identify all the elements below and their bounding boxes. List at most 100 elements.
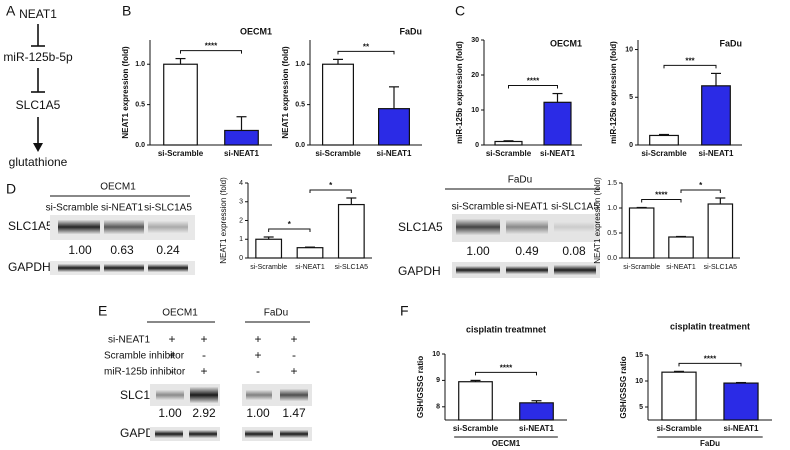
- band: [554, 222, 594, 232]
- blot-fadu: FaDu si-Scramble si-NEAT1 si-SLC1A5 SLC1…: [398, 175, 600, 278]
- y-tick-label: 0.0: [295, 142, 305, 149]
- significance-label: ****: [655, 191, 668, 200]
- band: [506, 266, 548, 274]
- diagram-node: SLC1A5: [16, 98, 61, 112]
- y-tick-label: 0: [239, 255, 243, 262]
- sign: +: [200, 364, 207, 378]
- x-tick-label: si-Scramble: [158, 149, 204, 158]
- significance-label: *: [699, 181, 703, 190]
- band: [156, 390, 184, 400]
- significance-bracket: [680, 189, 721, 193]
- bar: [163, 63, 198, 146]
- panel-label: D: [6, 181, 16, 197]
- y-tick-label: 0.5: [135, 101, 145, 108]
- x-tick-label: si-Scramble: [623, 264, 660, 271]
- lane-label: si-Scramble: [46, 203, 99, 214]
- bar: [296, 247, 324, 259]
- bar: [707, 203, 734, 259]
- y-tick-label: 10: [432, 351, 440, 358]
- bar: [255, 238, 283, 259]
- quant: 0.24: [156, 243, 180, 257]
- pathway-diagram: NEAT1 miR-125b-5p SLC1A5 glutathione: [3, 7, 73, 169]
- y-tick-label: 0: [475, 142, 479, 149]
- significance-label: ****: [205, 42, 218, 51]
- sign: +: [200, 332, 207, 346]
- y-axis-label: GSH/GSSG ratio: [416, 356, 425, 418]
- significance-bracket: [678, 362, 742, 367]
- bar: [661, 371, 697, 421]
- diagram-node: NEAT1: [19, 7, 57, 21]
- quant: 1.00: [158, 406, 182, 420]
- sign: +: [290, 332, 297, 346]
- bar: [628, 207, 655, 259]
- bar: [649, 134, 679, 146]
- y-tick-label: 0.0: [135, 142, 145, 149]
- y-axis-label: NEAT1 expression (fold): [121, 46, 130, 139]
- bar: [519, 402, 554, 421]
- blot-e: OECM1 FaDu si-NEAT1 Scramble inhibitor m…: [104, 308, 312, 441]
- y-tick-label: 0.5: [607, 230, 617, 237]
- x-tick-label: si-Scramble: [250, 264, 287, 271]
- sign: -: [202, 348, 206, 362]
- x-tick-label: si-NEAT1: [224, 149, 260, 158]
- quant: 1.00: [246, 406, 270, 420]
- significance-bracket: [641, 199, 682, 203]
- x-tick-label: si-SLC1A5: [704, 264, 738, 271]
- blot-title: FaDu: [508, 175, 532, 186]
- y-tick-label: 10: [471, 107, 479, 114]
- condition-label: miR-125b inhibitor: [104, 367, 186, 378]
- bar: [322, 63, 355, 146]
- panel-label: A: [6, 3, 16, 19]
- x-tick-label: si-NEAT1: [377, 149, 413, 158]
- sign: +: [290, 364, 297, 378]
- y-tick-label: 3: [239, 199, 243, 206]
- chart-title: FaDu: [720, 38, 743, 48]
- quant: 2.92: [192, 406, 216, 420]
- sign: -: [170, 364, 174, 378]
- chart-title: OECM1: [240, 26, 272, 36]
- lane-label: si-SLC1A5: [551, 202, 599, 213]
- group-title: FaDu: [264, 308, 288, 319]
- y-axis-label: miR-125b expression (fold): [609, 41, 618, 144]
- panel-label: C: [455, 3, 465, 19]
- bar: [494, 140, 523, 146]
- sign: -: [256, 364, 260, 378]
- x-tick-label: si-SLC1A5: [335, 264, 369, 271]
- target-label: SLC1A5: [398, 220, 443, 234]
- y-tick-label: 1.5: [607, 180, 617, 187]
- x-tick-label: si-NEAT1: [666, 264, 696, 271]
- band: [246, 390, 272, 400]
- bar: [668, 236, 694, 259]
- lane-label: si-NEAT1: [506, 202, 548, 213]
- x-tick-label: si-Scramble: [453, 424, 499, 433]
- band: [58, 264, 100, 272]
- quant: 0.63: [110, 243, 134, 257]
- sign: +: [168, 332, 175, 346]
- band: [155, 430, 183, 438]
- group-title: OECM1: [162, 308, 198, 319]
- chart-title: FaDu: [400, 26, 423, 36]
- x-tick-label: si-NEAT1: [295, 264, 325, 271]
- band: [190, 387, 218, 403]
- y-axis-label: NEAT1 expression (fold): [281, 46, 290, 139]
- significance-label: ****: [527, 77, 540, 86]
- y-tick-label: 8: [436, 404, 440, 411]
- significance-label: ***: [685, 57, 695, 66]
- significance-bracket: [508, 85, 558, 89]
- significance-label: ****: [704, 354, 717, 363]
- target-label: SLC1A5: [8, 219, 53, 233]
- y-axis-label: GSH/GSSG ratio: [619, 356, 628, 418]
- chart-title: OECM1: [550, 38, 582, 48]
- lane-label: si-Scramble: [452, 202, 505, 213]
- y-tick-label: 1.0: [135, 61, 145, 68]
- quant: 1.00: [466, 244, 490, 258]
- y-tick-label: 20: [471, 72, 479, 79]
- quant: 0.49: [515, 244, 539, 258]
- band: [245, 430, 273, 438]
- chart-title: cisplatin treatmnet: [466, 324, 546, 334]
- significance-bracket: [663, 64, 717, 69]
- y-tick-label: 5: [639, 404, 643, 411]
- significance-bracket: [309, 189, 352, 193]
- loading-label: GAPDH: [398, 264, 441, 278]
